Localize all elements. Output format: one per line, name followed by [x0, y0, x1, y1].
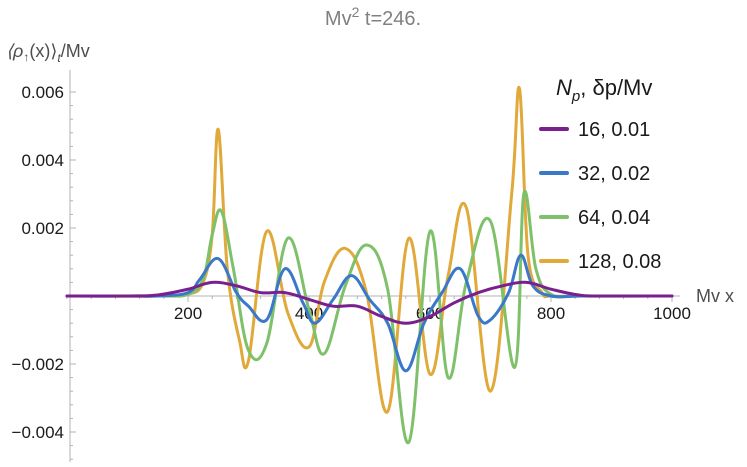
legend-label-3: 128, 0.08	[578, 251, 661, 273]
y-tick-label: 0.006	[21, 83, 64, 102]
y-tick-label: 0.004	[21, 151, 64, 170]
series-line-2	[65, 189, 674, 444]
x-tick-label: 800	[537, 304, 565, 323]
x-tick-label: 200	[174, 304, 202, 323]
legend: Np, δp/Mv 16, 0.01 32, 0.02 64, 0.04 128, 0…	[539, 75, 661, 273]
series-line-3	[65, 85, 674, 414]
y-axis-label-arrow: ↑	[23, 50, 29, 64]
y-axis-label-sub: t	[57, 51, 61, 65]
y-tick-label: −0.002	[12, 355, 64, 374]
series-line-1	[65, 253, 674, 373]
y-tick-label: −0.004	[12, 423, 64, 442]
y-axis-label-mid: (x)⟩	[29, 41, 57, 61]
y-axis-label: ⟨ρ↑(x)⟩t/Mv	[6, 41, 90, 65]
x-axis-label: Mv x	[696, 286, 734, 306]
legend-label-0: 16, 0.01	[578, 119, 650, 141]
legend-label-1: 32, 0.02	[578, 163, 650, 185]
legend-title-rest: , δp/Mv	[580, 75, 652, 100]
legend-title-n: N	[556, 75, 572, 100]
y-axis-label-tail: /Mv	[61, 41, 90, 61]
legend-items: 16, 0.01 32, 0.02 64, 0.04 128, 0.08	[539, 119, 661, 273]
chart-title: Mv2 t=246.	[325, 4, 421, 30]
chart-title-rest: t=246.	[359, 8, 421, 30]
series-line-0	[65, 280, 674, 325]
chart-title-main: Mv	[325, 8, 352, 30]
y-axis-label-open: ⟨ρ	[6, 41, 23, 61]
chart-title-sup: 2	[352, 4, 360, 20]
series-group	[65, 85, 674, 444]
x-tick-label: 1000	[653, 304, 691, 323]
legend-title: Np, δp/Mv	[556, 75, 652, 105]
legend-label-2: 64, 0.04	[578, 207, 650, 229]
legend-title-sub: p	[571, 88, 580, 105]
y-tick-label: 0.002	[21, 219, 64, 238]
